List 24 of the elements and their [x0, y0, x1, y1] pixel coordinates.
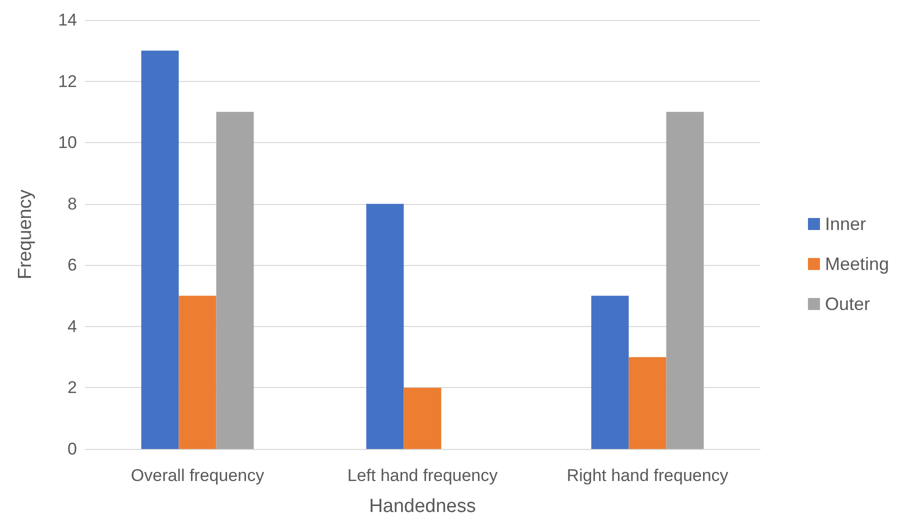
legend-label: Inner — [824, 214, 866, 234]
y-tick-label: 6 — [68, 256, 77, 275]
y-tick-label: 12 — [58, 72, 77, 91]
y-tick-label: 4 — [68, 316, 77, 336]
bar — [141, 50, 179, 449]
y-tick-label: 0 — [68, 440, 77, 458]
legend-label: Outer — [824, 294, 870, 314]
x-tick-label: Right hand frequency — [566, 466, 729, 485]
bar — [666, 112, 704, 449]
bar — [591, 296, 629, 449]
bar — [366, 204, 404, 449]
bar — [216, 112, 254, 449]
y-tick-label: 14 — [58, 10, 77, 30]
bar — [628, 357, 666, 449]
y-tick-label: 8 — [68, 194, 77, 214]
x-tick-label: Left hand frequency — [347, 466, 498, 485]
y-tick-label: 2 — [68, 378, 77, 398]
y-tick-label: 10 — [58, 133, 77, 152]
legend-label: Meeting — [824, 254, 890, 274]
bar — [178, 296, 216, 449]
bar — [404, 388, 442, 449]
x-tick-label: Overall frequency — [130, 466, 265, 485]
x-axis-title: Handedness — [369, 496, 476, 517]
y-axis-title: Frequency — [15, 189, 36, 280]
